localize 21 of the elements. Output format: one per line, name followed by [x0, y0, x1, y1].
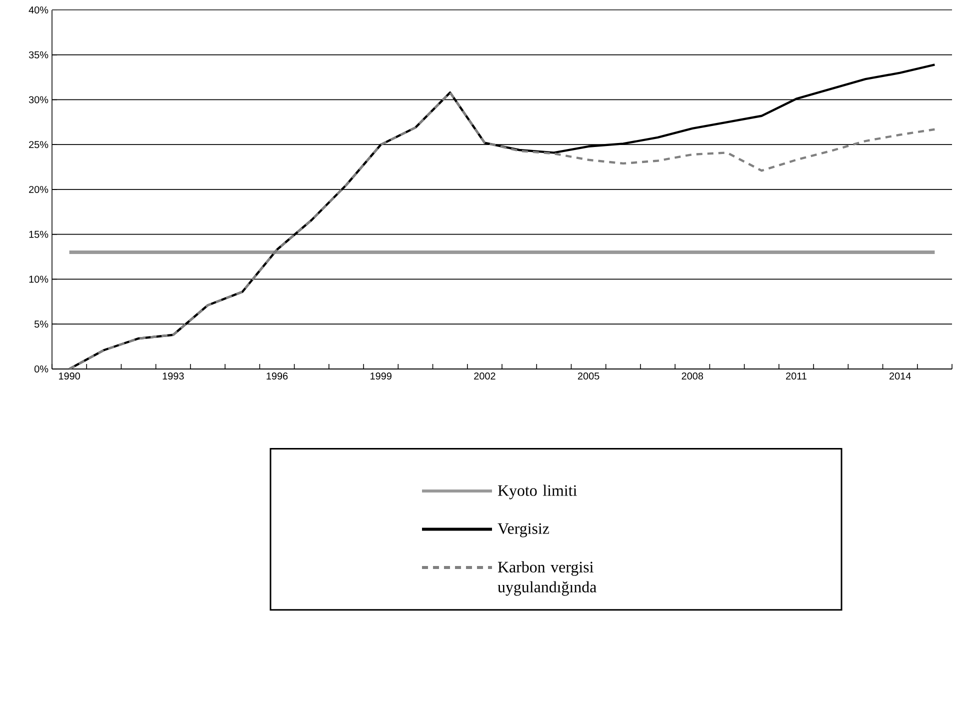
x-tick-label: 2011 — [786, 372, 806, 380]
y-tick-label: 40% — [28, 6, 48, 14]
legend-label: Kyoto limiti — [498, 484, 577, 500]
x-tick-label: 2008 — [682, 372, 704, 380]
x-tick-label: 1993 — [162, 372, 184, 380]
y-tick-label: 10% — [29, 276, 48, 283]
y-tick-label: 15% — [29, 230, 48, 238]
y-tick-label: 5% — [34, 320, 48, 328]
y-tick-label: 0% — [34, 365, 48, 373]
x-tick-label: 1996 — [266, 372, 288, 380]
x-tick-label: 2002 — [474, 372, 496, 380]
y-tick-label: 30% — [28, 96, 48, 104]
x-tick-label: 1990 — [59, 372, 80, 380]
x-tick-label: 1999 — [370, 372, 392, 380]
y-tick-label: 20% — [29, 186, 48, 194]
y-tick-label: 25% — [29, 141, 48, 148]
x-tick-label: 2014 — [890, 372, 911, 380]
y-tick-label: 35% — [28, 51, 48, 58]
x-tick-label: 2005 — [578, 372, 600, 380]
legend-label: Vergisiz — [498, 523, 550, 538]
legend-label: Karbon vergisi uygulandığında — [498, 561, 596, 596]
